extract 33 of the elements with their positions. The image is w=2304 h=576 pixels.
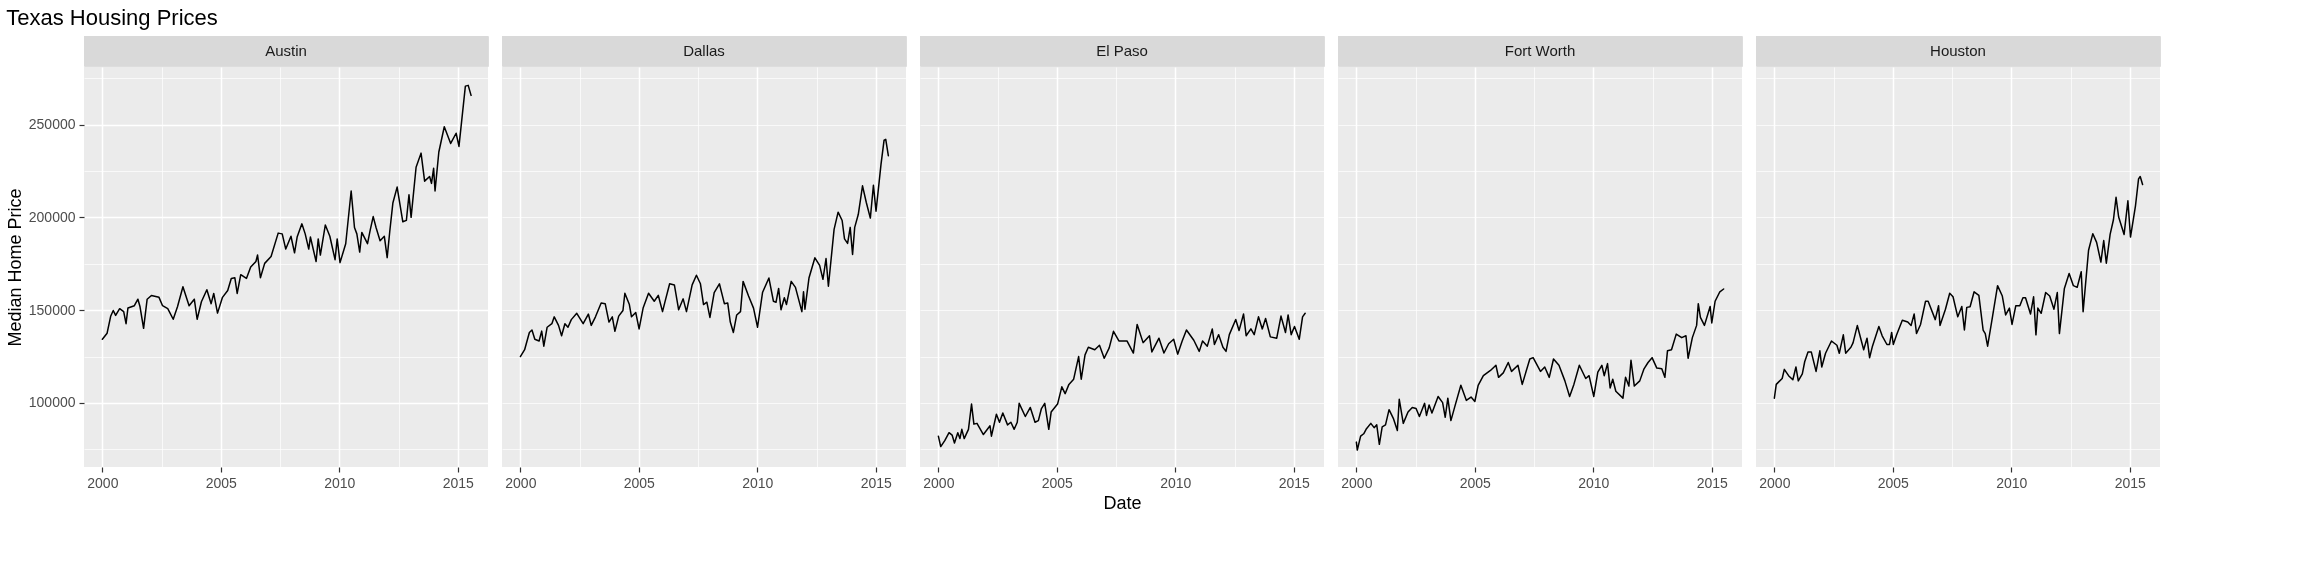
x-tick-label: 2015 <box>1696 474 1729 491</box>
chart-title: Texas Housing Prices <box>6 4 218 30</box>
x-tick-label: 2005 <box>1459 474 1492 491</box>
chart-subtitle: El Paso <box>1096 42 1148 59</box>
chart-subtitle: Houston <box>1930 42 1986 59</box>
y-axis-title: Median Home Price <box>4 188 25 347</box>
chart-subtitle: Austin <box>265 42 307 59</box>
chart-subtitle: Fort Worth <box>1504 42 1576 59</box>
line-series <box>101 84 472 341</box>
x-tick-label: 2000 <box>87 474 119 491</box>
x-tick-label: 2015 <box>442 474 475 491</box>
x-tick-label: 2005 <box>1877 474 1910 491</box>
y-tick-label: 250000 <box>28 116 76 133</box>
x-tick-label: 2010 <box>324 474 356 491</box>
x-tick-label: 2010 <box>1996 474 2028 491</box>
x-tick-label: 2015 <box>1278 474 1311 491</box>
x-tick-label: 2005 <box>205 474 238 491</box>
x-tick-label: 2015 <box>860 474 893 491</box>
y-tick-label: 150000 <box>28 301 76 318</box>
x-tick-label: 2010 <box>1160 474 1192 491</box>
x-tick-label: 2000 <box>1341 474 1373 491</box>
x-tick-label: 2000 <box>505 474 537 491</box>
x-tick-label: 2005 <box>623 474 656 491</box>
chart-subtitle: Dallas <box>683 42 725 59</box>
y-tick-label: 100000 <box>28 394 76 411</box>
x-tick-label: 2005 <box>1041 474 1074 491</box>
x-tick-label: 2010 <box>1578 474 1610 491</box>
x-axis-title: Date <box>1103 492 1142 513</box>
x-tick-label: 2010 <box>742 474 774 491</box>
y-tick-label: 200000 <box>28 208 76 225</box>
x-tick-label: 2000 <box>923 474 955 491</box>
x-tick-label: 2000 <box>1759 474 1791 491</box>
x-tick-label: 2015 <box>2114 474 2147 491</box>
